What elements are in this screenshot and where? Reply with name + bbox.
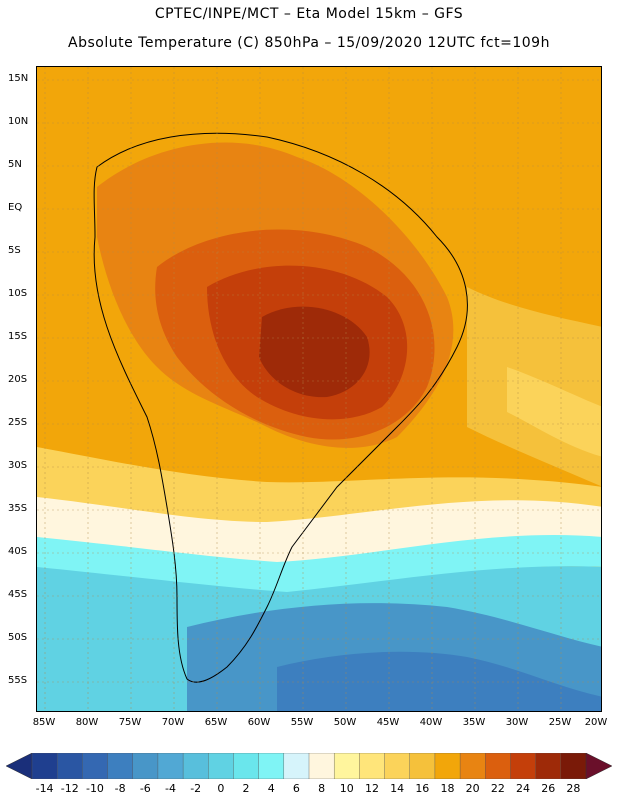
chart-title-line1: CPTEC/INPE/MCT – Eta Model 15km – GFS [154,6,464,22]
lat-label: 55S [8,675,28,686]
lon-label: 30W [505,717,529,728]
region-southern-coldest [277,651,601,711]
colorbar-tick-label: 8 [318,782,326,795]
grid-lines [37,67,601,711]
region-mato-grosso-hottest [259,306,370,398]
lon-label: 60W [247,717,271,728]
lon-label: 70W [161,717,185,728]
colorbar-swatch [384,753,411,779]
lat-label: 10N [8,116,29,127]
colorbar-tick-label: -14 [35,782,54,795]
colorbar-swatch [409,753,436,779]
colorbar [6,753,612,779]
colorbar-tick-label: -2 [190,782,202,795]
colorbar-tick-label: 0 [217,782,225,795]
colorbar-swatch [132,753,159,779]
lat-label: 25S [8,417,28,428]
lon-label: 85W [32,717,56,728]
lat-label: 15S [8,331,28,342]
colorbar-swatch [107,753,134,779]
region-frontal-cyan [37,534,601,597]
colorbar-tick-label: 16 [415,782,430,795]
colorbar-tick-label: -12 [60,782,79,795]
colorbar-swatch [157,753,184,779]
colorbar-tick-label: -10 [85,782,104,795]
lon-label: 75W [118,717,142,728]
lat-label: 5N [8,159,22,170]
lat-label: 10S [8,288,28,299]
lon-label: 40W [419,717,443,728]
lon-label: 20W [584,717,608,728]
chart-title-line2: Absolute Temperature (C) 850hPa – 15/09/… [68,35,550,51]
colorbar-tick-label: 20 [465,782,480,795]
colorbar-tick-label: 28 [566,782,581,795]
colorbar-swatch [258,753,285,779]
colorbar-swatch [283,753,310,779]
colorbar-tick-label: 12 [364,782,379,795]
lat-label: 50S [8,632,28,643]
lon-label: 55W [290,717,314,728]
lat-label: 45S [8,589,28,600]
colorbar-swatch [535,753,562,779]
temperature-map [36,66,602,712]
colorbar-tick-label: 26 [541,782,556,795]
colorbar-swatch [182,753,209,779]
lon-label: 45W [376,717,400,728]
lat-label: 40S [8,546,28,557]
colorbar-tick-label: -8 [114,782,126,795]
colorbar-swatch [359,753,386,779]
lon-label: 50W [333,717,357,728]
colorbar-swatch [56,753,84,779]
colorbar-tick-label: 18 [440,782,455,795]
colorbar-swatch [308,753,335,779]
colorbar-swatch [82,753,109,779]
colorbar-swatch [31,753,58,779]
colorbar-low-arrow [6,753,33,779]
colorbar-swatch [208,753,235,779]
south-america-coastline [93,132,468,683]
lat-label: 15N [8,73,29,84]
lon-label: 65W [204,717,228,728]
lat-label: 30S [8,460,28,471]
colorbar-tick-label: -4 [165,782,176,795]
lon-label: 80W [75,717,99,728]
colorbar-swatch [560,753,587,779]
colorbar-tick-label: -6 [139,782,151,795]
colorbar-tick-label: 2 [242,782,250,795]
colorbar-tick-label: 24 [516,782,531,795]
lat-label: 5S [8,245,21,256]
colorbar-tick-label: 6 [292,782,300,795]
lon-label: 25W [548,717,572,728]
colorbar-tick-label: 22 [490,782,505,795]
colorbar-swatch [459,753,486,779]
colorbar-tick-label: 14 [390,782,405,795]
colorbar-swatch [233,753,260,779]
lat-label: 35S [8,503,28,514]
colorbar-tick-label: 10 [339,782,354,795]
colorbar-swatch [485,753,512,779]
region-atlantic-east-light [507,367,601,457]
colorbar-tick-label: 4 [267,782,275,795]
colorbar-high-arrow [585,753,612,779]
colorbar-swatch [434,753,461,779]
lon-label: 35W [462,717,486,728]
lat-label: 20S [8,374,28,385]
lat-label: EQ [8,202,23,213]
colorbar-swatch [333,753,361,779]
colorbar-swatch [510,753,537,779]
